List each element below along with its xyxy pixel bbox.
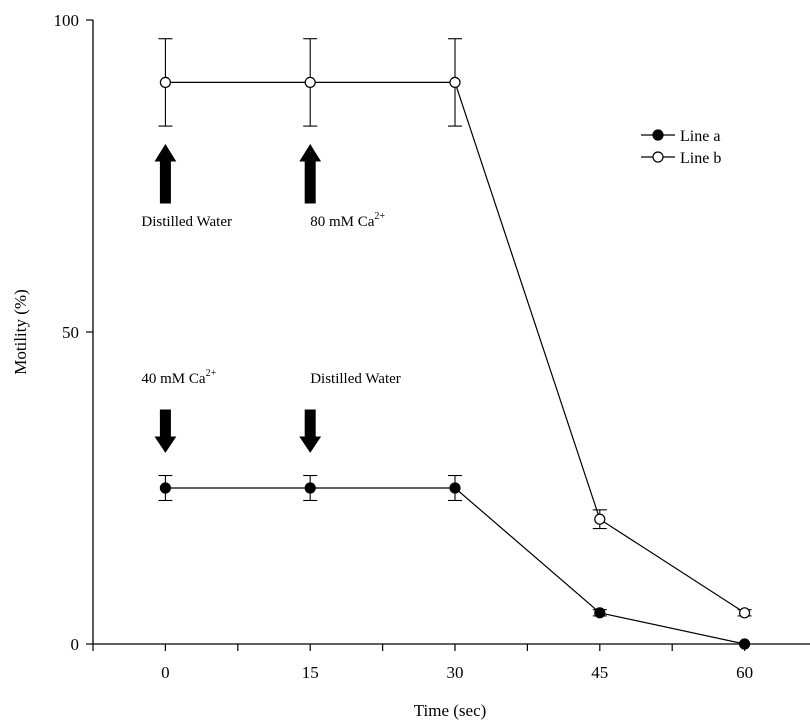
down-arrow-icon [154, 409, 177, 453]
annotation-text: 80 mM Ca [310, 214, 375, 230]
x-tick-label: 45 [591, 663, 608, 682]
series-layer [158, 38, 752, 650]
series-b-point [159, 76, 171, 89]
series-a-point [738, 638, 751, 650]
annotation-label: Distilled Water [141, 214, 232, 230]
series-b-point [304, 76, 316, 89]
axes [92, 20, 810, 645]
series-a-line [165, 487, 745, 645]
annotation-label: 40 mM Ca2+ [141, 368, 216, 387]
y-tick-label: 100 [54, 11, 80, 30]
x-tick-label: 30 [447, 663, 464, 682]
legend: Line a Line b [641, 128, 721, 167]
series-a-point [594, 607, 606, 619]
ticks: 0 15 30 45 60 0 50 100 [54, 11, 754, 682]
series-a-point [449, 482, 461, 494]
legend-label: Line a [680, 128, 720, 145]
series-a-point [159, 482, 171, 494]
legend-marker [652, 151, 664, 163]
series-b-point [738, 607, 751, 619]
series-b-point [594, 513, 606, 525]
y-axis-title: Motility (%) [11, 289, 30, 374]
x-tick-label: 15 [302, 663, 319, 682]
legend-marker [652, 129, 664, 141]
y-tick-label: 0 [71, 635, 80, 654]
up-arrow-icon [154, 144, 177, 204]
x-axis-title: Time (sec) [414, 701, 487, 720]
annotation-text: 40 mM Ca [141, 371, 206, 387]
series-a-point [304, 482, 316, 494]
down-arrow-icon [299, 409, 322, 453]
legend-label: Line b [680, 150, 721, 167]
annotation-label: Distilled Water [310, 371, 401, 387]
up-arrow-icon [299, 144, 322, 204]
annotation-superscript: 2+ [374, 211, 385, 222]
series-b-point [449, 76, 461, 89]
annotation-layer: Distilled Water 80 mM Ca2+40 mM Ca2+ Disti… [141, 144, 401, 453]
x-tick-label: 0 [161, 663, 170, 682]
x-tick-label: 60 [736, 663, 753, 682]
y-tick-label: 50 [62, 323, 79, 342]
annotation-label: 80 mM Ca2+ [310, 211, 385, 230]
annotation-superscript: 2+ [206, 368, 217, 379]
